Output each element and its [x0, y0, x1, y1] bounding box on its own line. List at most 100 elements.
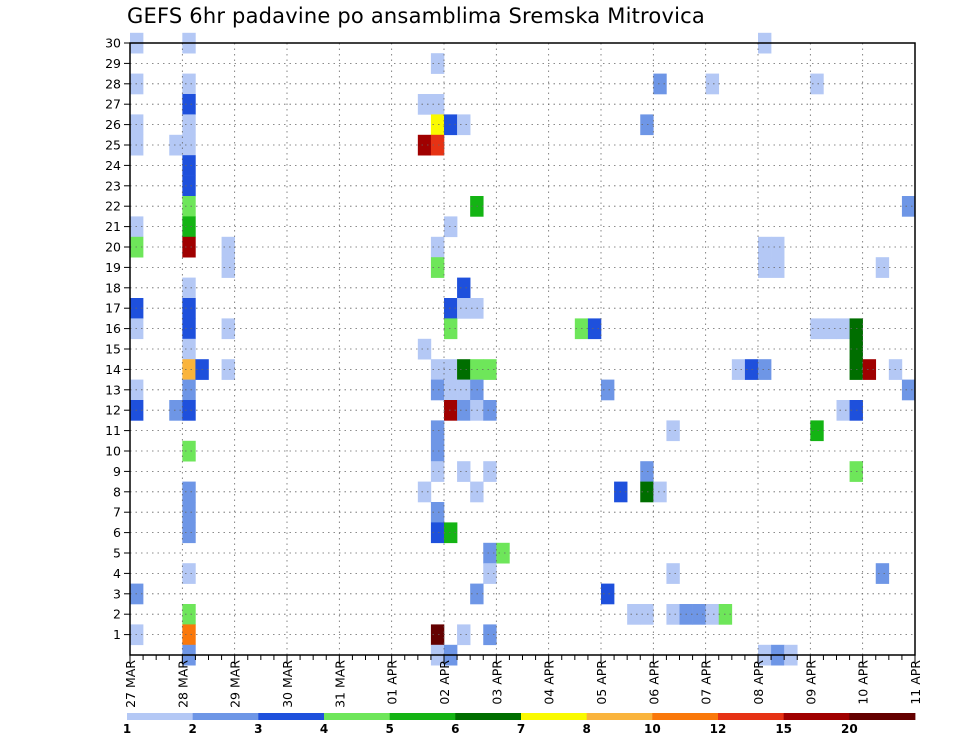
x-tick-label: 09 APR [803, 660, 818, 705]
heatmap-cell [457, 624, 471, 646]
heatmap-cell [430, 53, 445, 74]
colorbar: 1 2 3 4 5 6 7 8 10 12 15 20 [123, 713, 916, 736]
y-tick-label: 24 [105, 158, 121, 173]
heatmap-cell [182, 155, 196, 176]
y-tick-label: 4 [113, 566, 121, 581]
heatmap-cell [221, 359, 235, 380]
heatmap-cell [666, 604, 680, 625]
heatmap-cell [483, 400, 497, 421]
y-tick-label: 15 [105, 342, 121, 357]
heatmap-cell [705, 73, 720, 95]
x-tick-label: 07 APR [699, 660, 714, 705]
x-tick-label: 10 APR [856, 660, 871, 705]
colorbar-swatch [389, 713, 456, 720]
heatmap-cell [601, 583, 615, 605]
heatmap-cell [182, 522, 196, 544]
heatmap-cell [169, 134, 183, 156]
heatmap-cell [901, 379, 916, 401]
x-tick-label: 03 APR [489, 660, 504, 705]
heatmap-cell [182, 114, 196, 136]
heatmap-cell [182, 440, 196, 462]
heatmap-cell [627, 604, 641, 625]
y-tick-label: 17 [105, 301, 121, 316]
heatmap-cell [444, 216, 458, 238]
heatmap-cell [430, 114, 445, 136]
y-tick-label: 26 [105, 117, 121, 132]
heatmap-cell [430, 440, 445, 462]
y-tick-label: 16 [105, 321, 121, 336]
heatmap-cell [640, 604, 654, 625]
heatmap-cell [182, 298, 196, 319]
heatmap-cell [836, 318, 850, 340]
heatmap-cell [875, 257, 890, 278]
x-tick-label: 29 MAR [228, 660, 243, 708]
heatmap-cell [496, 542, 510, 564]
heatmap-cell [810, 318, 824, 340]
heatmap-cell [483, 359, 497, 380]
heatmap-cell [457, 298, 471, 319]
heatmap-cell [457, 114, 471, 136]
heatmap-cell [221, 236, 235, 258]
heatmap-cell [640, 481, 654, 503]
heatmap-cell [483, 542, 497, 564]
plot-frame [129, 42, 916, 656]
colorbar-swatch [455, 713, 522, 720]
x-tick-label: 02 APR [437, 660, 452, 705]
heatmap-cell [182, 338, 196, 360]
x-axis: 27 MAR 28 MAR 29 MAR 30 MAR 31 MAR 01 APR 02 A… [123, 655, 923, 708]
heatmap-cell [430, 236, 445, 258]
x-tick-label: 06 APR [646, 660, 661, 705]
y-tick-label: 21 [105, 219, 121, 234]
heatmap-cell [417, 134, 432, 156]
heatmap-cell [666, 420, 680, 442]
heatmap-cell [810, 420, 824, 442]
heatmap-cell [169, 400, 183, 421]
y-tick-label: 3 [113, 586, 121, 601]
grid-lines [130, 42, 915, 655]
colorbar-swatch [586, 713, 653, 720]
colorbar-label: 10 [644, 722, 661, 736]
heatmap-cell [182, 400, 196, 421]
y-tick-label: 28 [105, 76, 121, 91]
y-tick-label: 20 [105, 240, 121, 255]
heatmap-cell [444, 359, 458, 380]
heatmap-cell [221, 318, 235, 340]
y-tick-label: 14 [105, 362, 121, 377]
heatmap-cell [483, 461, 497, 482]
x-tick-label: 30 MAR [280, 660, 295, 708]
heatmap-cell [875, 563, 890, 584]
y-tick-label: 8 [113, 484, 121, 499]
heatmap-cell [457, 359, 471, 380]
x-tick-label: 05 APR [594, 660, 609, 705]
heatmap-cell [457, 461, 471, 482]
x-tick-label: 11 APR [908, 660, 923, 705]
y-tick-label: 25 [105, 138, 121, 153]
y-axis: 1234567891011121314151617181920212223242… [105, 36, 130, 642]
heatmap-cell [836, 400, 850, 421]
heatmap-cell [692, 604, 706, 625]
heatmap-cell [430, 94, 445, 115]
y-tick-label: 30 [105, 36, 121, 51]
colorbar-swatch [783, 713, 850, 720]
heatmap-cell [444, 318, 458, 340]
heatmap-cell [457, 277, 471, 299]
heatmap-cell [182, 604, 196, 625]
heatmap-cell [182, 196, 196, 217]
heatmap-cell [666, 563, 680, 584]
y-tick-label: 29 [105, 56, 121, 71]
heatmap-cell [430, 257, 445, 278]
colorbar-swatch [127, 713, 194, 720]
heatmap-cell [417, 94, 432, 115]
heatmap-cell [823, 318, 837, 340]
heatmap-cell [771, 236, 785, 258]
heatmap-cell [457, 379, 471, 401]
heatmap-cell [417, 481, 432, 503]
heatmap-cell [182, 277, 196, 299]
colorbar-swatch [258, 713, 325, 720]
heatmap-cell [483, 563, 497, 584]
heatmap-cell [182, 175, 196, 197]
heatmap-cell [758, 236, 772, 258]
heatmap-cell [430, 379, 445, 401]
heatmap-cell [182, 73, 196, 95]
y-tick-label: 13 [105, 382, 121, 397]
